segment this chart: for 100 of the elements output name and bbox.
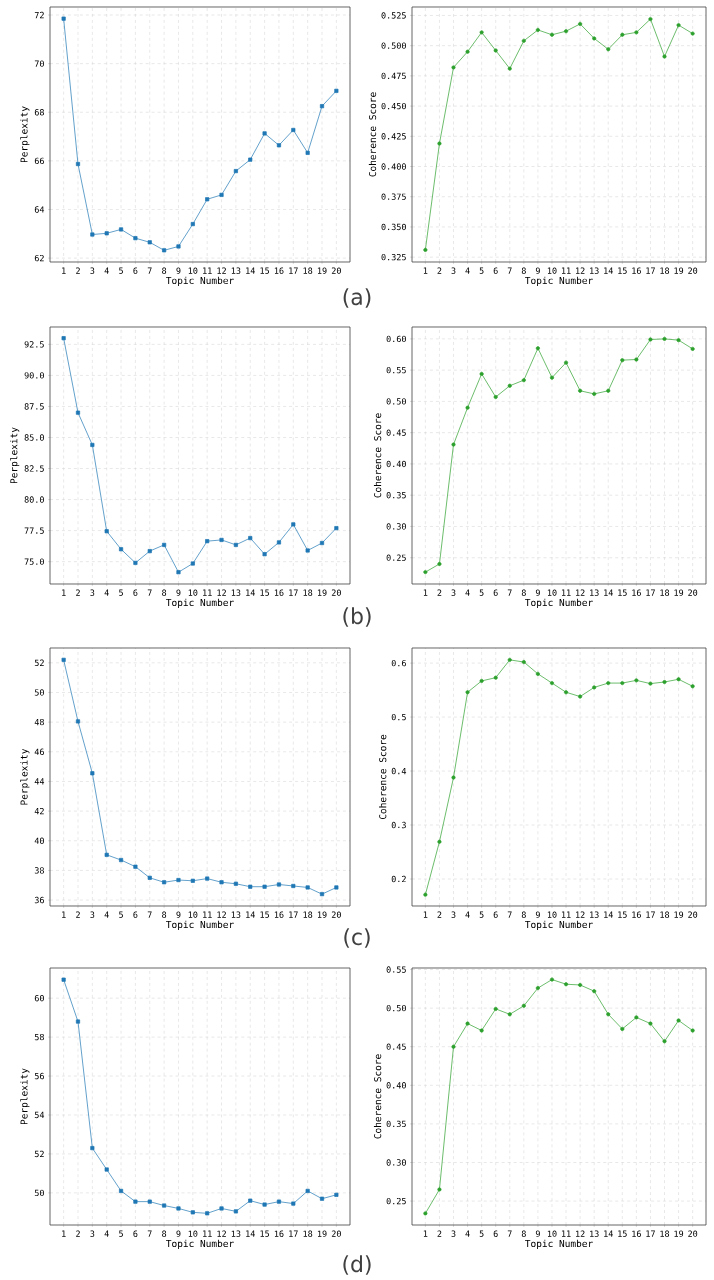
x-tick-label: 11 — [561, 1230, 571, 1237]
point — [563, 690, 569, 695]
x-tick-label: 9 — [535, 1230, 540, 1237]
point — [233, 1209, 238, 1214]
point — [465, 49, 470, 54]
x-tick-label: 8 — [162, 1230, 167, 1237]
point — [291, 1201, 296, 1206]
x-tick-label: 11 — [561, 267, 571, 274]
x-tick-label: 18 — [303, 1230, 313, 1237]
y-axis-title: Coherence Score — [368, 92, 377, 177]
point — [147, 549, 152, 554]
x-tick-label: 2 — [437, 267, 442, 274]
x-tick-label: 19 — [317, 589, 327, 596]
x-tick-label: 5 — [479, 589, 484, 596]
y-tick-label: 0.25 — [386, 1197, 406, 1205]
y-tick-label: 0.25 — [386, 554, 406, 561]
x-tick-label: 6 — [493, 267, 498, 274]
x-tick-label: 16 — [274, 267, 284, 274]
y-tick-label: 0.60 — [386, 335, 406, 343]
point — [147, 240, 152, 245]
x-tick-label: 14 — [246, 911, 255, 918]
x-tick-label: 4 — [465, 1230, 470, 1237]
point — [465, 405, 470, 410]
x-tick-label: 20 — [331, 267, 341, 274]
x-tick-label: 7 — [507, 267, 512, 274]
x-tick-label: 14 — [246, 1230, 255, 1237]
point — [305, 885, 310, 890]
x-tick-label: 19 — [317, 911, 327, 918]
point — [305, 150, 310, 155]
x-tick-label: 11 — [203, 589, 212, 596]
point — [104, 852, 109, 857]
point — [479, 30, 484, 35]
point — [305, 1188, 310, 1193]
x-tick-label: 5 — [479, 267, 484, 274]
x-tick-label: 19 — [317, 267, 327, 274]
point — [176, 1206, 181, 1211]
y-tick-label: 0.350 — [381, 223, 406, 231]
x-axis-title: Topic Number — [525, 598, 593, 608]
x-tick-label: 4 — [104, 267, 109, 274]
point — [262, 552, 267, 557]
x-tick-label: 1 — [62, 911, 66, 918]
x-tick-label: 10 — [547, 267, 557, 274]
x-tick-label: 18 — [303, 911, 313, 918]
point — [205, 539, 210, 544]
x-tick-label: 16 — [274, 589, 284, 596]
x-tick-label: 10 — [547, 911, 557, 918]
y-tick-label: 92.5 — [24, 341, 44, 348]
y-tick-label: 0.45 — [386, 1043, 406, 1050]
x-tick-label: 15 — [618, 1230, 627, 1237]
x-tick-label: 12 — [576, 589, 585, 596]
y-tick-label: 0.50 — [386, 398, 406, 405]
x-axis-title: Topic Number — [525, 1239, 593, 1249]
x-axis-title: Topic Number — [166, 598, 234, 608]
x-tick-label: 6 — [493, 589, 498, 596]
y-tick-label: 0.30 — [386, 523, 406, 530]
point — [507, 1012, 512, 1017]
x-tick-label: 16 — [274, 1230, 284, 1237]
x-tick-label: 4 — [465, 911, 470, 918]
y-tick-label: 0.525 — [381, 12, 406, 19]
point — [162, 1203, 167, 1208]
y-tick-label: 0.55 — [386, 366, 406, 374]
point — [119, 227, 124, 232]
x-tick-label: 20 — [688, 1230, 698, 1237]
x-tick-label: 18 — [303, 589, 313, 596]
x-tick-label: 3 — [451, 267, 456, 274]
point — [334, 885, 339, 890]
y-tick-label: 40 — [34, 837, 44, 844]
point — [479, 678, 484, 683]
point — [592, 685, 597, 690]
y-tick-label: 77.5 — [24, 527, 44, 534]
x-tick-label: 4 — [104, 1230, 109, 1237]
x-tick-label: 20 — [688, 267, 698, 274]
point — [147, 1199, 152, 1204]
point — [233, 542, 238, 547]
y-tick-label: 0.35 — [386, 1120, 406, 1128]
x-tick-label: 7 — [507, 1230, 512, 1237]
y-axis-title: Coherence Score — [373, 1054, 382, 1139]
text: (b) — [343, 607, 371, 627]
point — [648, 1021, 653, 1026]
x-tick-label: 12 — [576, 267, 585, 274]
x-tick-label: 7 — [147, 589, 152, 596]
point — [205, 876, 210, 881]
point — [90, 232, 95, 237]
point — [507, 657, 512, 662]
point — [634, 357, 639, 362]
x-tick-label: 10 — [547, 1230, 557, 1237]
point — [662, 54, 667, 59]
x-tick-label: 1 — [62, 589, 66, 596]
y-tick-label: 75.0 — [24, 558, 44, 565]
x-tick-label: 6 — [493, 911, 498, 918]
x-tick-label: 8 — [521, 911, 526, 918]
y-axis-title: Coherence Score — [373, 413, 382, 498]
x-tick-label: 13 — [590, 589, 599, 596]
point — [75, 1019, 81, 1024]
y-tick-label: 52 — [34, 1150, 44, 1158]
point — [190, 878, 195, 883]
y-tick-label: 44 — [34, 778, 45, 785]
x-tick-label: 1 — [423, 911, 428, 918]
point — [620, 32, 625, 37]
point — [190, 222, 195, 227]
